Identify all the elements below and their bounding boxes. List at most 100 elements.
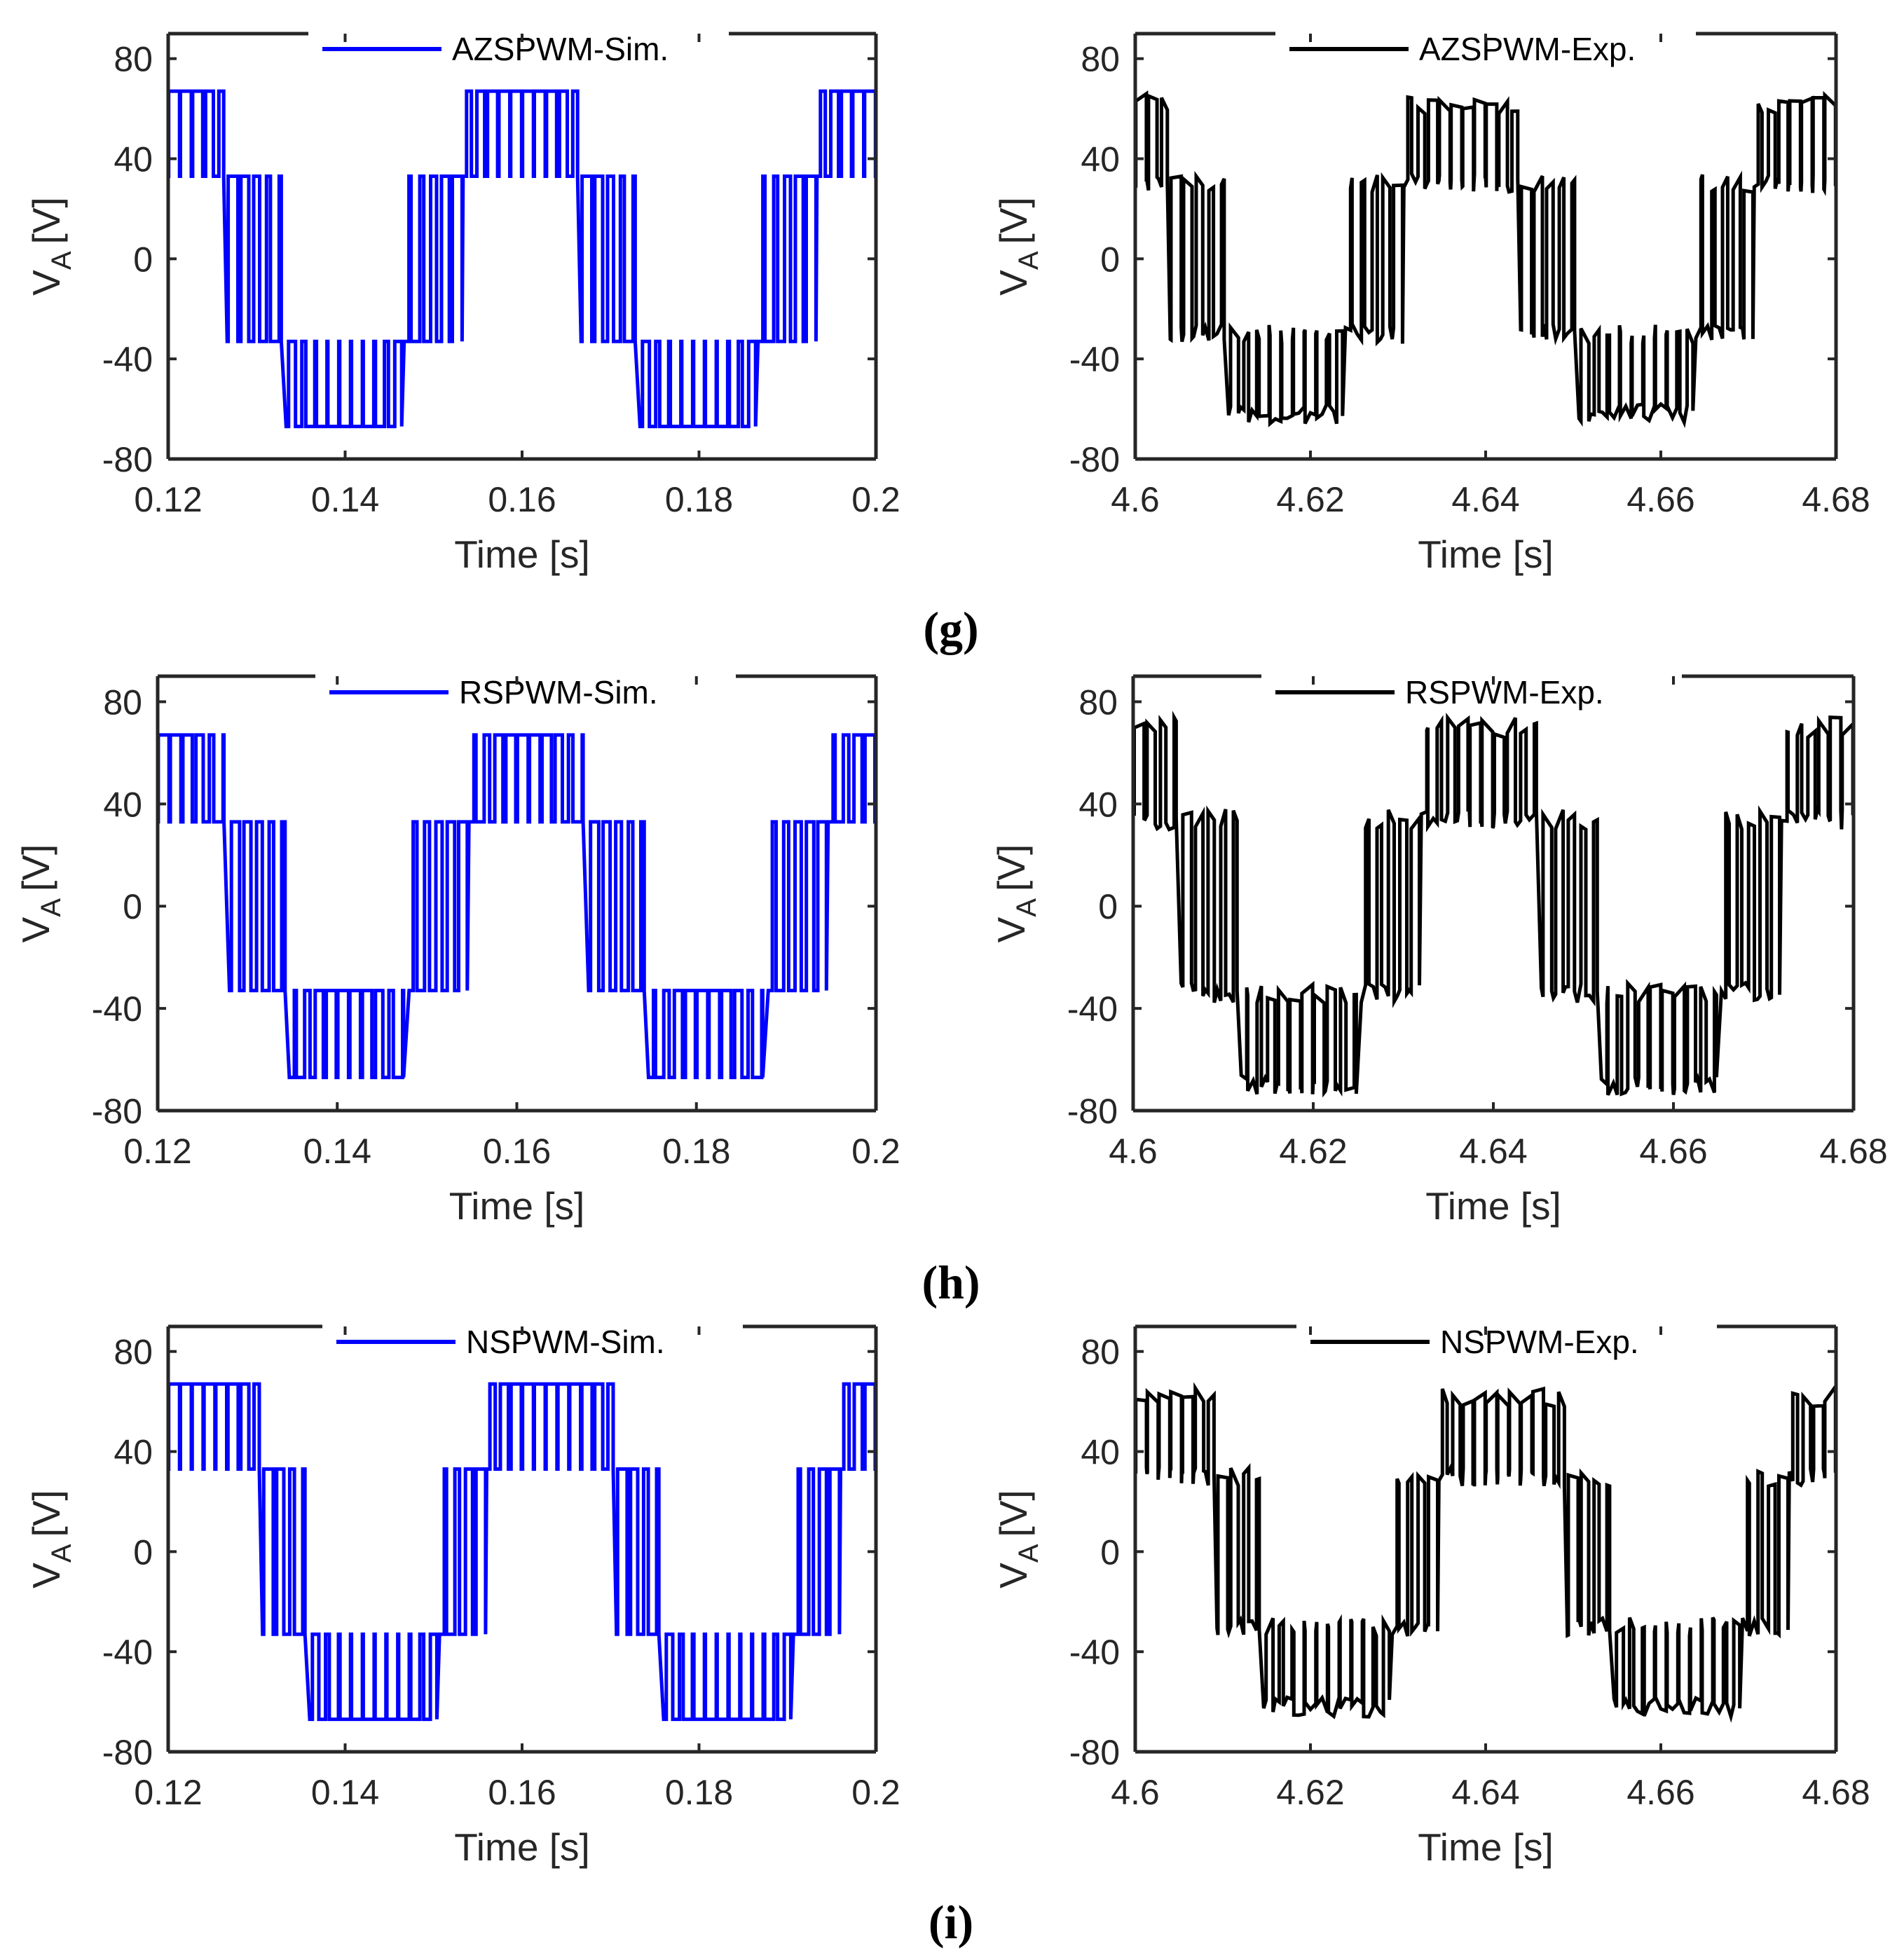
- caption-g: (g): [923, 602, 978, 655]
- x-tick-label: 0.2: [851, 1132, 900, 1171]
- y-tick-label: 40: [1078, 785, 1118, 824]
- y-axis-title-unit: [V]: [25, 197, 68, 244]
- legend-label: NSPWM-Sim.: [466, 1324, 665, 1360]
- x-axis-title: Time [s]: [1418, 533, 1554, 576]
- chart-i-sim: NSPWM-Sim. 0.12 0.14 0.16 0.18 0.2 80 40 0 -40 -80…: [25, 1319, 900, 1869]
- legend-label: AZSPWM-Exp.: [1419, 31, 1636, 67]
- x-tick-label: 0.14: [311, 1773, 379, 1812]
- y-axis-title-unit: [V]: [992, 197, 1035, 244]
- y-axis-title-sub: A: [46, 251, 77, 270]
- series-line: [168, 1382, 876, 1722]
- x-tick-label: 4.66: [1639, 1132, 1707, 1171]
- y-tick-label: 0: [133, 1532, 153, 1572]
- x-axis-title: Time [s]: [454, 533, 590, 576]
- y-axis-title: VA [V]: [992, 197, 1044, 296]
- y-tick-label: 80: [103, 682, 142, 722]
- y-tick-label: -80: [102, 440, 153, 479]
- chart-g-sim: AZSPWM-Sim. 0.12 0.14 0.16 0.18 0.2 80 40 0 -40 -8…: [25, 27, 900, 576]
- x-axis-title: Time [s]: [454, 1825, 590, 1869]
- x-tick-label: 4.64: [1451, 1773, 1519, 1812]
- x-tick-label: 0.2: [851, 1773, 900, 1812]
- x-tick-label: 4.68: [1802, 1773, 1870, 1812]
- x-tick-label: 4.68: [1819, 1132, 1887, 1171]
- x-tick-label: 0.2: [851, 480, 900, 519]
- y-tick-label: 40: [114, 1433, 153, 1472]
- y-axis-title-sub: A: [1013, 251, 1044, 270]
- y-axis-title-unit: [V]: [989, 844, 1033, 891]
- y-tick-label: 0: [1100, 1532, 1120, 1572]
- y-axis-title-main: V: [992, 1563, 1035, 1589]
- y-tick-label: 0: [1100, 240, 1120, 279]
- x-tick-label: 0.12: [123, 1132, 191, 1171]
- y-tick-label: -40: [92, 989, 142, 1029]
- y-tick-label: 80: [1078, 682, 1118, 722]
- x-tick-label: 0.14: [303, 1132, 371, 1171]
- y-axis-title-sub: A: [1013, 1544, 1044, 1563]
- x-tick-label: 4.64: [1459, 1132, 1527, 1171]
- x-tick-label: 0.14: [311, 480, 379, 519]
- y-tick-label: -80: [1069, 1733, 1120, 1772]
- x-axis-title: Time [s]: [1425, 1184, 1561, 1228]
- y-tick-label: -40: [1069, 340, 1120, 379]
- legend-label: AZSPWM-Sim.: [452, 31, 669, 67]
- y-tick-label: 80: [114, 40, 153, 79]
- y-tick-label: -80: [1069, 440, 1120, 479]
- legend-label: RSPWM-Sim.: [459, 674, 658, 711]
- y-axis-title-unit: [V]: [14, 844, 57, 891]
- chart-h-exp: RSPWM-Exp. 4.6 4.62 4.64 4.66 4.68 80 40 0 -40 -80…: [989, 669, 1888, 1228]
- y-tick-label: 80: [1081, 40, 1120, 79]
- y-tick-label: 0: [1098, 887, 1118, 926]
- x-tick-label: 0.12: [134, 480, 202, 519]
- x-tick-label: 4.6: [1111, 480, 1160, 519]
- x-tick-label: 0.18: [665, 480, 733, 519]
- series-line: [1133, 711, 1854, 1098]
- y-axis-title-main: V: [989, 917, 1033, 942]
- y-axis-title: VA [V]: [992, 1490, 1044, 1589]
- chart-i-exp: NSPWM-Exp. 4.6 4.62 4.64 4.66 4.68 80 40 0 -40 -80…: [992, 1319, 1870, 1869]
- y-tick-label: 40: [103, 785, 142, 824]
- caption-i: (i): [929, 1895, 973, 1949]
- x-tick-label: 0.16: [483, 1132, 551, 1171]
- y-axis-title-main: V: [25, 270, 68, 296]
- y-tick-label: -40: [1069, 1633, 1120, 1672]
- y-tick-label: -40: [102, 1633, 153, 1672]
- x-tick-label: 4.62: [1279, 1132, 1347, 1171]
- x-tick-label: 4.6: [1109, 1132, 1158, 1171]
- y-tick-label: 0: [133, 240, 153, 279]
- x-tick-label: 0.18: [665, 1773, 733, 1812]
- y-axis-title-unit: [V]: [992, 1490, 1035, 1537]
- x-tick-label: 4.66: [1626, 480, 1694, 519]
- x-tick-label: 0.16: [488, 1773, 556, 1812]
- chart-h-sim: RSPWM-Sim. 0.12 0.14 0.16 0.18 0.2 80 40 0 -40 -80…: [14, 669, 900, 1228]
- y-tick-label: -80: [102, 1733, 153, 1772]
- series-line: [1135, 90, 1836, 429]
- y-axis-title-sub: A: [36, 898, 67, 917]
- x-axis-title: Time [s]: [1418, 1825, 1554, 1869]
- caption-h: (h): [922, 1256, 980, 1309]
- y-axis-title: VA [V]: [25, 197, 77, 296]
- x-tick-label: 4.68: [1802, 480, 1870, 519]
- y-axis-title-main: V: [14, 917, 57, 942]
- x-tick-label: 0.18: [662, 1132, 730, 1171]
- y-axis-title-main: V: [992, 270, 1035, 296]
- legend-label: NSPWM-Exp.: [1440, 1324, 1639, 1360]
- y-tick-label: 80: [114, 1333, 153, 1372]
- x-tick-label: 4.62: [1276, 1773, 1344, 1812]
- y-tick-label: 40: [114, 140, 153, 179]
- y-tick-label: -80: [1067, 1092, 1118, 1131]
- y-axis-title: VA [V]: [25, 1490, 77, 1589]
- y-tick-label: 0: [123, 887, 142, 926]
- legend-label: RSPWM-Exp.: [1405, 674, 1604, 711]
- x-tick-label: 0.12: [134, 1773, 202, 1812]
- y-tick-label: -40: [1067, 989, 1118, 1029]
- y-tick-label: -80: [92, 1092, 142, 1131]
- y-axis-title-sub: A: [1011, 898, 1042, 917]
- x-tick-label: 0.16: [488, 480, 556, 519]
- y-axis-title-sub: A: [46, 1544, 77, 1563]
- y-axis-title-main: V: [25, 1563, 68, 1589]
- series-line: [168, 89, 876, 429]
- x-tick-label: 4.64: [1451, 480, 1519, 519]
- y-axis-title-unit: [V]: [25, 1490, 68, 1537]
- x-tick-label: 4.62: [1276, 480, 1344, 519]
